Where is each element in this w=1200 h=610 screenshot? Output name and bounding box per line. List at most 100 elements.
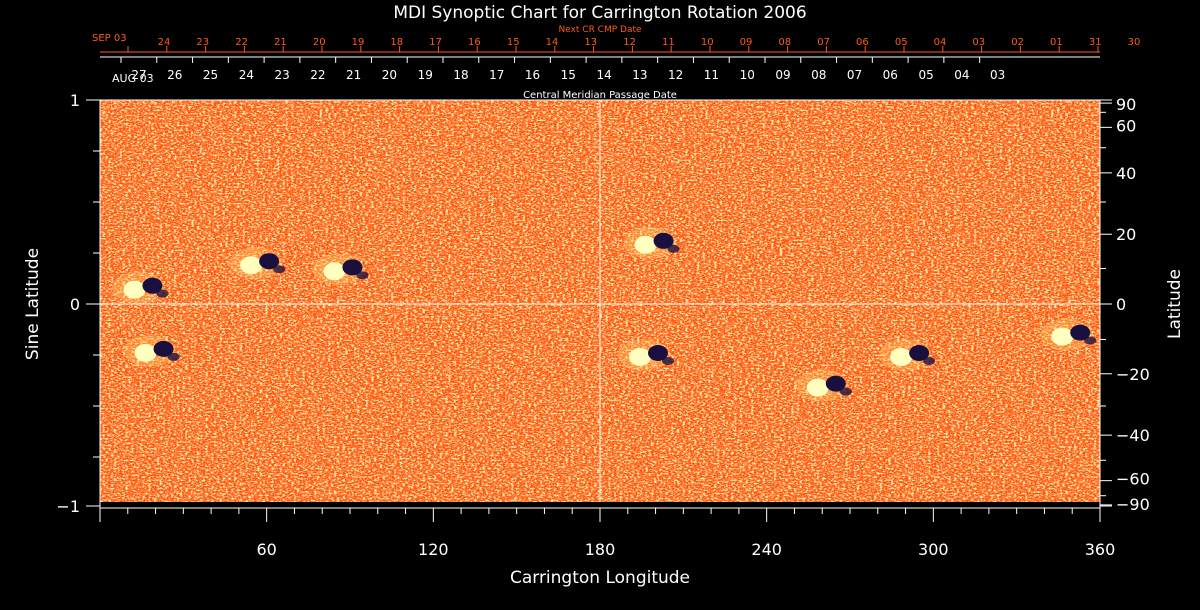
cmp-date-label: 15	[561, 68, 576, 82]
active-region	[618, 339, 674, 371]
cmp-date-label: 04	[954, 68, 969, 82]
next-date-label: 01	[1050, 37, 1063, 48]
positive-spot	[890, 348, 913, 366]
next-date-label: 08	[778, 37, 791, 48]
cmp-date-label: 17	[489, 68, 504, 82]
next-month-label: SEP 03	[92, 33, 127, 44]
cmp-date-label: 03	[990, 68, 1005, 82]
next-date-label: 10	[701, 37, 714, 48]
cmp-axis-title: Central Meridian Passage Date	[523, 90, 677, 101]
negative-fragment	[156, 289, 169, 298]
y-right-tick-label: −60	[1116, 470, 1150, 489]
next-date-label: 11	[662, 37, 675, 48]
next-date-label: 03	[972, 37, 985, 48]
positive-spot	[1051, 327, 1074, 346]
y-left-tick-label: 0	[70, 295, 80, 314]
cmp-date-label: 07	[847, 68, 862, 82]
next-date-label: 14	[546, 37, 559, 48]
next-axis-title: Next CR CMP Date	[558, 25, 642, 35]
positive-spot	[806, 378, 829, 397]
negative-spot	[909, 345, 930, 361]
y-right-tick-label: 60	[1116, 116, 1136, 135]
next-date-label: 19	[352, 37, 365, 48]
latitude-axis: 90 60 40 20 0 −20 −40 −60 −90	[1100, 95, 1150, 514]
y-right-tick-label: −90	[1116, 495, 1150, 514]
positive-spot	[323, 262, 346, 281]
next-date-label: 21	[274, 37, 287, 48]
cmp-date-label: 23	[274, 68, 289, 82]
negative-fragment	[1084, 336, 1097, 345]
cmp-date-label: 10	[740, 68, 755, 82]
next-date-label: 07	[817, 37, 830, 48]
negative-fragment	[923, 357, 936, 365]
y-right-tick-label: 0	[1116, 295, 1126, 314]
y-left-tick-label: −1	[56, 497, 80, 516]
active-region	[623, 226, 680, 259]
positive-spot	[629, 348, 651, 366]
y-right-tick-label: 90	[1116, 95, 1136, 114]
cmp-date-label: 14	[596, 68, 611, 82]
x-tick-label: 60	[256, 540, 276, 559]
cmp-date-label: 25	[203, 68, 218, 82]
cmp-date-label: 24	[239, 68, 254, 82]
next-date-label: 31	[1089, 37, 1102, 48]
next-date-label: 12	[623, 37, 636, 48]
next-date-label: 05	[895, 37, 908, 48]
negative-fragment	[839, 387, 852, 396]
y-left-tick-label: 1	[70, 91, 80, 110]
cmp-date-label: 12	[668, 68, 683, 82]
negative-spot	[142, 277, 163, 294]
longitude-axis: 60 120 180 240 300 360	[99, 508, 1116, 559]
cmp-date-label: 13	[632, 68, 647, 82]
x-tick-label: 120	[418, 540, 449, 559]
cmp-month-label: AUG 03	[112, 72, 154, 85]
negative-spot	[153, 340, 174, 357]
cmp-date-label: 05	[918, 68, 933, 82]
next-date-label: 30	[1128, 37, 1141, 48]
y-axis-label-right: Latitude	[1165, 269, 1185, 339]
next-date-label: 13	[584, 37, 597, 48]
positive-spot	[634, 235, 657, 254]
positive-spot	[240, 256, 263, 275]
active-region	[312, 253, 369, 286]
cmp-date-axis: 27 26 25 24 23 22 21 20 19 18 17 16 15 14 13 12 11 10 09 08…	[100, 56, 1100, 101]
negative-fragment	[662, 357, 674, 365]
next-date-label: 09	[740, 37, 753, 48]
active-region	[229, 247, 286, 280]
cmp-date-label: 27	[131, 68, 146, 82]
active-region	[879, 339, 936, 371]
y-right-tick-label: 40	[1116, 164, 1136, 183]
y-right-tick-label: 20	[1116, 225, 1136, 244]
active-region	[1040, 318, 1097, 351]
next-date-label: 04	[934, 37, 947, 48]
active-region	[112, 271, 169, 304]
negative-fragment	[356, 271, 369, 280]
positive-spot	[134, 343, 157, 362]
cmp-date-label: 22	[310, 68, 325, 82]
x-tick-label: 360	[1085, 540, 1116, 559]
positive-spot	[123, 280, 146, 299]
sine-latitude-axis: 1 0 −1	[56, 91, 100, 516]
x-tick-label: 180	[585, 540, 616, 559]
negative-fragment	[167, 352, 180, 361]
negative-fragment	[273, 265, 286, 274]
x-tick-label: 240	[751, 540, 782, 559]
negative-fragment	[667, 244, 680, 253]
next-date-label: 20	[313, 37, 326, 48]
next-date-label: 02	[1011, 37, 1024, 48]
y-right-tick-label: −40	[1116, 426, 1150, 445]
next-date-label: 18	[390, 37, 403, 48]
cmp-date-label: 20	[382, 68, 397, 82]
y-axis-label-left: Sine Latitude	[23, 248, 43, 360]
cmp-date-label: 09	[775, 68, 790, 82]
next-date-label: 17	[429, 37, 442, 48]
cmp-date-label: 18	[453, 68, 468, 82]
cmp-date-label: 11	[704, 68, 719, 82]
y-right-tick-label: −20	[1116, 365, 1150, 384]
x-tick-label: 300	[918, 540, 949, 559]
next-cmp-axis: 24 23 22 21 20 19 18 17 16 15 14 13 12 11 10 09 08 07 06 05…	[92, 25, 1141, 53]
negative-spot	[342, 259, 363, 276]
negative-spot	[1070, 324, 1091, 341]
next-date-label: 24	[158, 37, 171, 48]
cmp-date-label: 16	[525, 68, 540, 82]
